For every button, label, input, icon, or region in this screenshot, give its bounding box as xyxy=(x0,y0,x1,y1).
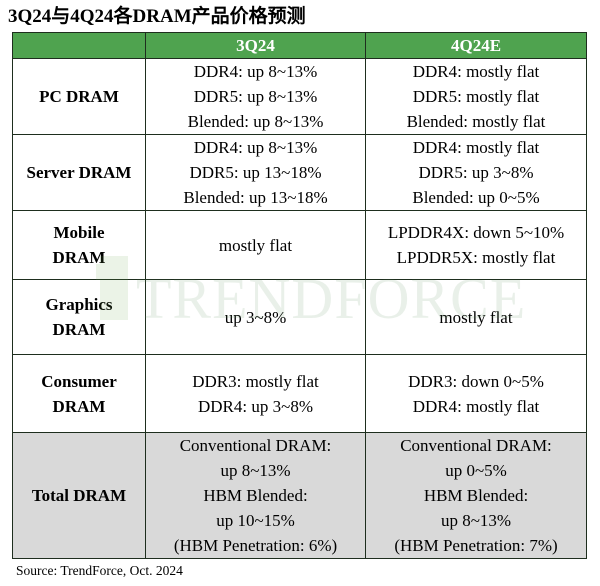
cell-text-line: Consumer xyxy=(41,371,117,391)
cell-text-line: Mobile xyxy=(53,223,105,242)
table-row: Graphics DRAM up 3~8% mostly flat xyxy=(12,279,587,355)
cell-text-line: LPDDR4X: down 5~10% xyxy=(387,223,565,242)
cell-4q24e: DDR4: mostly flat DDR5: up 3~8% Blended: u… xyxy=(365,134,587,211)
cell-text-line: DDR3: down 0~5% xyxy=(408,371,544,391)
row-label-mobile-dram: Mobile DRAM xyxy=(12,210,146,280)
cell-text-line: DDR4: mostly flat xyxy=(412,62,540,81)
cell-text-line: HBM Blended: xyxy=(423,486,529,505)
cell-text-line: Blended: up 8~13% xyxy=(187,112,324,131)
row-label-pc-dram: PC DRAM xyxy=(12,58,146,135)
cell-text-line: DRAM xyxy=(52,248,106,267)
header-4q24e: 4Q24E xyxy=(365,32,587,59)
table-row: Mobile DRAM mostly flat LPDDR4X: down 5~10%… xyxy=(12,210,587,280)
table-row: Server DRAM DDR4: up 8~13% DDR5: up 13~18%… xyxy=(12,134,587,211)
cell-text-line: up 0~5% xyxy=(445,461,507,480)
table-row: Total DRAM Conventional DRAM: up 8~13% HBM … xyxy=(12,432,587,559)
cell-text-line: HBM Blended: xyxy=(203,486,308,505)
header-row: 3Q24 4Q24E xyxy=(12,32,587,59)
cell-text-line: Blended: mostly flat xyxy=(406,112,546,131)
cell-text-line: DDR4: up 8~13% xyxy=(193,138,318,157)
cell-4q24e: LPDDR4X: down 5~10% LPDDR5X: mostly flat xyxy=(365,210,587,280)
cell-text-line: mostly flat xyxy=(218,235,293,255)
cell-text-line: DDR4: up 3~8% xyxy=(198,396,313,416)
price-forecast-table: 3Q24 4Q24E PC DRAM DDR4: up 8~13% DDR5: up… xyxy=(12,32,587,559)
header-corner-cell xyxy=(12,32,146,59)
header-3q24: 3Q24 xyxy=(145,32,366,59)
row-label-server-dram: Server DRAM xyxy=(12,134,146,211)
cell-3q24: DDR4: up 8~13% DDR5: up 8~13% Blended: up … xyxy=(145,58,366,135)
cell-text-line: (HBM Penetration: 6%) xyxy=(173,536,338,555)
cell-3q24: DDR3: mostly flat DDR4: up 3~8% xyxy=(145,354,366,433)
row-label-consumer-dram: Consumer DRAM xyxy=(12,354,146,433)
cell-3q24: DDR4: up 8~13% DDR5: up 13~18% Blended: up… xyxy=(145,134,366,211)
cell-text-line: Total DRAM xyxy=(31,486,127,505)
page-title: 3Q24与4Q24各DRAM产品价格预测 xyxy=(8,6,306,27)
cell-3q24: Conventional DRAM: up 8~13% HBM Blended: up… xyxy=(145,432,366,559)
row-label-total-dram: Total DRAM xyxy=(12,432,146,559)
table-row: PC DRAM DDR4: up 8~13% DDR5: up 8~13% Blend… xyxy=(12,58,587,135)
cell-text-line: DRAM xyxy=(52,396,106,416)
cell-text-line: Conventional DRAM: xyxy=(400,436,552,455)
cell-3q24: mostly flat xyxy=(145,210,366,280)
source-note: Source: TrendForce, Oct. 2024 xyxy=(16,563,183,578)
cell-text-line: Blended: up 13~18% xyxy=(183,188,328,207)
cell-4q24e: DDR4: mostly flat DDR5: mostly flat Blende… xyxy=(365,58,587,135)
cell-text-line: up 3~8% xyxy=(224,307,287,327)
cell-4q24e: mostly flat xyxy=(365,279,587,355)
cell-text-line: DDR4: up 8~13% xyxy=(193,62,318,81)
cell-text-line: Blended: up 0~5% xyxy=(412,188,540,207)
cell-text-line: up 8~13% xyxy=(440,511,512,530)
cell-text-line: up 10~15% xyxy=(216,511,295,530)
cell-text-line: Server DRAM xyxy=(26,163,132,182)
cell-text-line: Graphics xyxy=(45,295,113,314)
cell-text-line: (HBM Penetration: 7%) xyxy=(394,536,558,555)
row-label-graphics-dram: Graphics DRAM xyxy=(12,279,146,355)
cell-text-line: DDR5: up 3~8% xyxy=(418,163,534,182)
cell-4q24e: Conventional DRAM: up 0~5% HBM Blended: up … xyxy=(365,432,587,559)
cell-text-line: mostly flat xyxy=(439,307,513,327)
cell-text-line: DDR4: mostly flat xyxy=(412,138,540,157)
table-row: Consumer DRAM DDR3: mostly flat DDR4: up 3~… xyxy=(12,354,587,433)
cell-3q24: up 3~8% xyxy=(145,279,366,355)
cell-text-line: up 8~13% xyxy=(220,461,291,480)
cell-text-line: DDR5: mostly flat xyxy=(412,87,540,106)
cell-text-line: DDR4: mostly flat xyxy=(412,396,540,416)
cell-text-line: DDR5: up 13~18% xyxy=(189,163,322,182)
cell-text-line: LPDDR5X: mostly flat xyxy=(396,248,556,267)
cell-4q24e: DDR3: down 0~5% DDR4: mostly flat xyxy=(365,354,587,433)
cell-text-line: DDR3: mostly flat xyxy=(192,371,319,391)
cell-text-line: DRAM xyxy=(52,320,106,339)
cell-text-line: DDR5: up 8~13% xyxy=(193,87,318,106)
cell-text-line: PC DRAM xyxy=(39,87,119,106)
cell-text-line: Conventional DRAM: xyxy=(179,436,332,455)
